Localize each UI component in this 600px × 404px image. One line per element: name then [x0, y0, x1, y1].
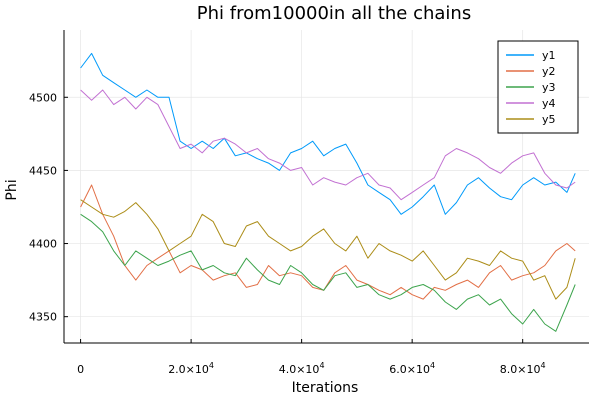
legend-label-y1: y1 [542, 49, 556, 62]
y-tick-labels: 4350 4400 4450 4500 [29, 91, 57, 323]
x-tick-label: 6.0×104 [389, 361, 435, 376]
legend-label-y4: y4 [542, 97, 556, 110]
chart-title: Phi from10000in all the chains [197, 3, 471, 24]
axes-layer [63, 30, 589, 344]
x-tick-label: 2.0×104 [168, 361, 214, 376]
x-tick-label: 4.0×104 [279, 361, 325, 376]
legend: y1 y2 y3 y4 y5 [497, 40, 579, 134]
series-line-y1 [80, 52, 576, 215]
series-line-y4 [80, 89, 576, 201]
legend-label-y3: y3 [542, 81, 556, 94]
y-tick-label: 4400 [29, 238, 57, 251]
y-axis-label: Phi [4, 179, 20, 200]
x-axis-label: Iterations [292, 380, 359, 396]
y-tick-label: 4500 [29, 91, 57, 104]
legend-label-y2: y2 [542, 65, 556, 78]
series-line-y3 [80, 213, 576, 332]
x-tick-label: 0 [77, 363, 84, 376]
y-tick-label: 4350 [29, 311, 57, 324]
legend-label-y5: y5 [542, 113, 556, 126]
x-tick-labels: 0 2.0×104 4.0×104 6.0×104 8.0×104 [77, 361, 546, 376]
x-tick-label: 8.0×104 [500, 361, 546, 376]
y-tick-label: 4450 [29, 164, 57, 177]
series-layer [80, 52, 576, 332]
series-line-y5 [80, 199, 576, 300]
series-line-y2 [80, 184, 576, 300]
